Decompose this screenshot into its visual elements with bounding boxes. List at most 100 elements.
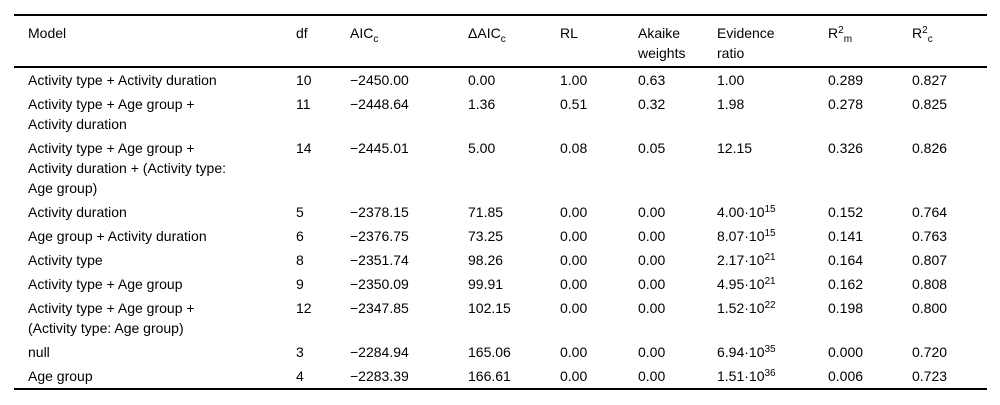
cell-rl: 0.00 bbox=[560, 204, 588, 220]
cell-model: Activity type + Age group + (Activity ty… bbox=[28, 300, 195, 336]
cell-r2_marginal: 0.141 bbox=[828, 228, 864, 244]
cell-r2_conditional: 0.808 bbox=[912, 276, 948, 292]
cell-akaike_weights: 0.00 bbox=[638, 252, 666, 268]
cell-aicc: −2450.00 bbox=[350, 72, 409, 88]
cell-evidence_ratio: 8.07·1015 bbox=[717, 228, 776, 244]
cell-akaike_weights: 0.63 bbox=[638, 72, 666, 88]
cell-delta_aicc: 165.06 bbox=[468, 344, 511, 360]
cell-evidence_ratio: 4.95·1021 bbox=[717, 276, 776, 292]
column-header-model: Model bbox=[14, 15, 296, 68]
cell-df: 4 bbox=[296, 368, 304, 384]
column-header-akaike_weights: Akaike weights bbox=[638, 15, 717, 68]
cell-rl: 1.00 bbox=[560, 72, 588, 88]
cell-r2_conditional: 0.723 bbox=[912, 368, 948, 384]
cell-rl: 0.00 bbox=[560, 228, 588, 244]
cell-model: Activity type + Age group + Activity dur… bbox=[28, 140, 227, 196]
cell-r2_conditional: 0.825 bbox=[912, 96, 948, 112]
cell-rl: 0.08 bbox=[560, 140, 588, 156]
table-row: Activity duration 5 −2378.15 71.85 0.00 0.00 4… bbox=[14, 200, 987, 224]
cell-aicc: −2347.85 bbox=[350, 300, 409, 316]
cell-r2_marginal: 0.289 bbox=[828, 72, 864, 88]
cell-r2_conditional: 0.800 bbox=[912, 300, 948, 316]
cell-r2_marginal: 0.000 bbox=[828, 344, 864, 360]
header-row: Model df AICc ΔAICc RL Akaike weights Evidence… bbox=[14, 15, 987, 68]
cell-r2_conditional: 0.807 bbox=[912, 252, 948, 268]
column-header-r2_marginal: R2m bbox=[828, 15, 912, 68]
table-header: Model df AICc ΔAICc RL Akaike weights Evidence… bbox=[14, 15, 987, 68]
subscript: c bbox=[927, 33, 933, 45]
cell-r2_marginal: 0.162 bbox=[828, 276, 864, 292]
cell-delta_aicc: 102.15 bbox=[468, 300, 511, 316]
cell-evidence_ratio: 1.52·1022 bbox=[717, 300, 776, 316]
cell-r2_conditional: 0.827 bbox=[912, 72, 948, 88]
table-body: Activity type + Activity duration 10 −2450… bbox=[14, 67, 987, 389]
table-row: Activity type + Activity duration 10 −2450… bbox=[14, 67, 987, 92]
cell-aicc: −2445.01 bbox=[350, 140, 409, 156]
cell-model: Activity type + Age group bbox=[28, 276, 183, 292]
superscript: 21 bbox=[764, 276, 776, 287]
cell-model: Activity type + Age group + Activity dur… bbox=[28, 96, 195, 132]
cell-model: Age group bbox=[28, 368, 93, 384]
cell-delta_aicc: 1.36 bbox=[468, 96, 496, 112]
table-row: Activity type + Age group 9 −2350.09 99.91 0… bbox=[14, 272, 987, 296]
superscript: 15 bbox=[764, 204, 776, 215]
cell-aicc: −2351.74 bbox=[350, 252, 409, 268]
subscript: c bbox=[500, 33, 506, 45]
cell-aicc: −2376.75 bbox=[350, 228, 409, 244]
superscript: 22 bbox=[764, 300, 776, 311]
cell-akaike_weights: 0.00 bbox=[638, 276, 666, 292]
table-row: Activity type + Age group + (Activity ty… bbox=[14, 296, 987, 340]
cell-df: 3 bbox=[296, 344, 304, 360]
cell-akaike_weights: 0.00 bbox=[638, 204, 666, 220]
cell-delta_aicc: 98.26 bbox=[468, 252, 504, 268]
column-header-evidence_ratio: Evidence ratio bbox=[717, 15, 828, 68]
cell-delta_aicc: 5.00 bbox=[468, 140, 496, 156]
cell-r2_conditional: 0.763 bbox=[912, 228, 948, 244]
cell-df: 6 bbox=[296, 228, 304, 244]
model-selection-table: Model df AICc ΔAICc RL Akaike weights Evidence… bbox=[14, 14, 987, 390]
cell-akaike_weights: 0.00 bbox=[638, 368, 666, 384]
cell-r2_marginal: 0.006 bbox=[828, 368, 864, 384]
superscript: 2 bbox=[838, 25, 844, 36]
cell-delta_aicc: 0.00 bbox=[468, 72, 496, 88]
superscript: 2 bbox=[922, 25, 928, 36]
cell-delta_aicc: 166.61 bbox=[468, 368, 511, 384]
table-row: Age group 4 −2283.39 166.61 0.00 0.00 1.51·103… bbox=[14, 364, 987, 389]
table-row: Activity type + Age group + Activity dur… bbox=[14, 136, 987, 200]
cell-akaike_weights: 0.05 bbox=[638, 140, 666, 156]
cell-evidence_ratio: 1.00 bbox=[717, 72, 745, 88]
cell-r2_marginal: 0.164 bbox=[828, 252, 864, 268]
cell-r2_marginal: 0.198 bbox=[828, 300, 864, 316]
table-row: null 3 −2284.94 165.06 0.00 0.00 6.94·1035 0.00… bbox=[14, 340, 987, 364]
cell-delta_aicc: 73.25 bbox=[468, 228, 504, 244]
cell-delta_aicc: 99.91 bbox=[468, 276, 504, 292]
cell-evidence_ratio: 2.17·1021 bbox=[717, 252, 776, 268]
cell-df: 5 bbox=[296, 204, 304, 220]
cell-aicc: −2448.64 bbox=[350, 96, 409, 112]
cell-evidence_ratio: 12.15 bbox=[717, 140, 753, 156]
cell-aicc: −2350.09 bbox=[350, 276, 409, 292]
cell-aicc: −2378.15 bbox=[350, 204, 409, 220]
cell-akaike_weights: 0.00 bbox=[638, 300, 666, 316]
cell-evidence_ratio: 6.94·1035 bbox=[717, 344, 776, 360]
cell-rl: 0.00 bbox=[560, 344, 588, 360]
cell-df: 14 bbox=[296, 140, 312, 156]
cell-evidence_ratio: 4.00·1015 bbox=[717, 204, 776, 220]
cell-rl: 0.00 bbox=[560, 252, 588, 268]
cell-rl: 0.00 bbox=[560, 276, 588, 292]
table-row: Activity type 8 −2351.74 98.26 0.00 0.00 2.17·… bbox=[14, 248, 987, 272]
cell-r2_marginal: 0.326 bbox=[828, 140, 864, 156]
subscript: c bbox=[373, 33, 379, 45]
cell-r2_conditional: 0.764 bbox=[912, 204, 948, 220]
column-header-aicc: AICc bbox=[350, 15, 468, 68]
cell-model: null bbox=[28, 344, 50, 360]
column-header-rl: RL bbox=[560, 15, 638, 68]
cell-model: Activity type bbox=[28, 252, 103, 268]
column-header-r2_conditional: R2c bbox=[912, 15, 987, 68]
cell-model: Age group + Activity duration bbox=[28, 228, 207, 244]
cell-rl: 0.51 bbox=[560, 96, 588, 112]
cell-aicc: −2284.94 bbox=[350, 344, 409, 360]
cell-r2_conditional: 0.720 bbox=[912, 344, 948, 360]
cell-evidence_ratio: 1.98 bbox=[717, 96, 745, 112]
cell-aicc: −2283.39 bbox=[350, 368, 409, 384]
